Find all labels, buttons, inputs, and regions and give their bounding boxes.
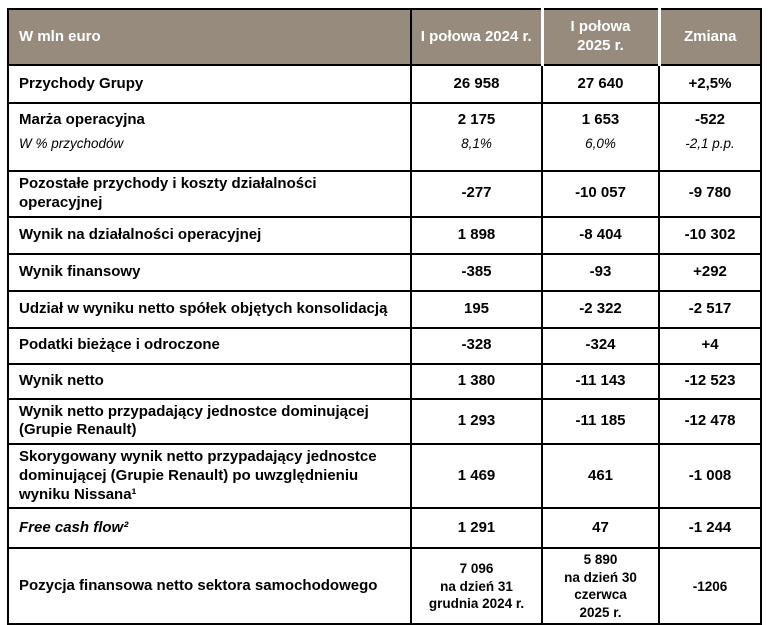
value-2024: 1 469 (410, 442, 543, 510)
row-label: Udział w wyniku netto spółek objętych ko… (7, 289, 412, 329)
header-unit-label: W mln euro (7, 8, 411, 66)
value-2025: 5 890 na dzień 30 czerwca 2025 r. (541, 547, 660, 625)
value-2024: -328 (410, 326, 543, 365)
value-change: +292 (658, 252, 762, 292)
value-change: -9 780 (658, 170, 762, 218)
value-2025: -324 (541, 326, 660, 365)
value-2024: 2 175 (410, 102, 543, 136)
table-row-wynik-netto: Wynik netto 1 380 -11 143 -12 523 (7, 362, 762, 400)
table-header-row: W mln euro I połowa 2024 r. I połowa 202… (7, 8, 762, 66)
value-change: -522 (658, 102, 762, 136)
row-label: Wynik netto (7, 362, 412, 400)
value-change: -1 244 (658, 507, 762, 550)
value-2025: 1 653 (541, 102, 660, 136)
value-2025: -93 (541, 252, 660, 292)
financial-results-table: W mln euro I połowa 2024 r. I połowa 202… (7, 8, 762, 625)
value-2025: -2 322 (541, 289, 660, 329)
value-2024: 7 096 na dzień 31 grudnia 2024 r. (410, 547, 543, 625)
value-change: -2 517 (658, 289, 762, 329)
header-h1-2025: I połowa 2025 r. (540, 8, 659, 66)
value-2024: 195 (410, 289, 543, 329)
table-row-pozycja-finansowa-netto: Pozycja finansowa netto sektora samochod… (7, 547, 762, 625)
value-2025: 6,0% (541, 136, 660, 172)
value-change: -12 523 (658, 362, 762, 400)
table-row-udzial-w-wyniku-netto: Udział w wyniku netto spółek objętych ko… (7, 289, 762, 329)
value-2024: 1 380 (410, 362, 543, 400)
row-label: Przychody Grupy (7, 64, 412, 104)
table-row-skorygowany-wynik-netto: Skorygowany wynik netto przypadający jed… (7, 442, 762, 510)
value-2025: 461 (541, 442, 660, 510)
table-row-wynik-finansowy: Wynik finansowy -385 -93 +292 (7, 252, 762, 292)
value-change: +2,5% (658, 64, 762, 104)
row-label: Free cash flow² (7, 507, 412, 550)
header-h1-2024: I połowa 2024 r. (410, 8, 542, 66)
value-change: -12 478 (658, 397, 762, 445)
row-label: Pozycja finansowa netto sektora samochod… (7, 547, 412, 625)
row-label: Wynik netto przypadający jednostce domin… (7, 397, 412, 445)
value-change: +4 (658, 326, 762, 365)
table-row-marza-operacyjna: Marża operacyjna 2 175 1 653 -522 (7, 102, 762, 136)
value-change: -1 008 (658, 442, 762, 510)
table-row-w-proc-przychodow: W % przychodów 8,1% 6,0% -2,1 p.p. (7, 136, 762, 172)
value-2024: 26 958 (410, 64, 543, 104)
row-label: Wynik na działalności operacyjnej (7, 215, 412, 255)
value-2025: -11 143 (541, 362, 660, 400)
value-2025: -8 404 (541, 215, 660, 255)
value-change: -2,1 p.p. (658, 136, 762, 172)
table-row-wynik-operacyjny: Wynik na działalności operacyjnej 1 898 … (7, 215, 762, 255)
table-row-free-cash-flow: Free cash flow² 1 291 47 -1 244 (7, 507, 762, 550)
table-row-przychody-grupy: Przychody Grupy 26 958 27 640 +2,5% (7, 64, 762, 104)
table-row-wynik-netto-grupa-renault: Wynik netto przypadający jednostce domin… (7, 397, 762, 445)
value-2024: 1 291 (410, 507, 543, 550)
value-change: -10 302 (658, 215, 762, 255)
page: W mln euro I połowa 2024 r. I połowa 202… (7, 8, 762, 625)
value-2025: 47 (541, 507, 660, 550)
row-label: Podatki bieżące i odroczone (7, 326, 412, 365)
value-2024: 1 293 (410, 397, 543, 445)
value-2025: -10 057 (541, 170, 660, 218)
row-label: Wynik finansowy (7, 252, 412, 292)
value-2024: 8,1% (410, 136, 543, 172)
value-2025: -11 185 (541, 397, 660, 445)
row-label: Skorygowany wynik netto przypadający jed… (7, 442, 412, 510)
table-row-pozostale-przychody: Pozostałe przychody i koszty działalnośc… (7, 170, 762, 218)
row-label: W % przychodów (7, 136, 412, 172)
value-change: -1206 (658, 547, 762, 625)
table-row-podatki: Podatki bieżące i odroczone -328 -324 +4 (7, 326, 762, 365)
value-2024: -385 (410, 252, 543, 292)
value-2025: 27 640 (541, 64, 660, 104)
row-label: Marża operacyjna (7, 102, 412, 136)
value-2024: -277 (410, 170, 543, 218)
header-change: Zmiana (657, 8, 762, 66)
value-2024: 1 898 (410, 215, 543, 255)
row-label: Pozostałe przychody i koszty działalnośc… (7, 170, 412, 218)
